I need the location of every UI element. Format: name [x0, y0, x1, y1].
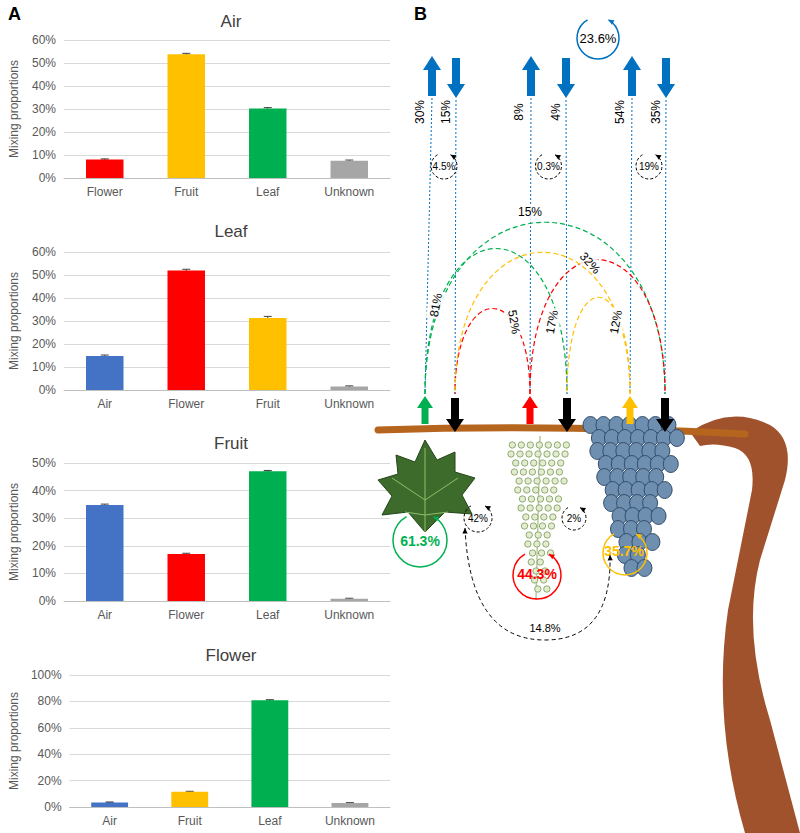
svg-text:54%: 54% [613, 100, 627, 124]
svg-text:10%: 10% [32, 148, 56, 162]
svg-text:35%: 35% [649, 100, 663, 124]
svg-text:8%: 8% [512, 103, 526, 121]
svg-text:50%: 50% [32, 268, 56, 282]
svg-text:20%: 20% [32, 539, 56, 553]
svg-text:15%: 15% [518, 205, 542, 219]
svg-text:Flower: Flower [205, 646, 256, 665]
svg-text:60%: 60% [32, 245, 56, 259]
svg-text:Air: Air [221, 12, 242, 31]
svg-text:23.6%: 23.6% [580, 31, 617, 46]
svg-text:Fruit: Fruit [178, 814, 203, 828]
svg-text:0%: 0% [44, 800, 62, 814]
svg-text:Unknown: Unknown [324, 185, 374, 199]
svg-text:60%: 60% [32, 33, 56, 47]
svg-text:Leaf: Leaf [256, 608, 280, 622]
svg-text:Mixing proportions: Mixing proportions [7, 692, 21, 790]
svg-text:81%: 81% [427, 292, 445, 318]
svg-text:30%: 30% [32, 511, 56, 525]
svg-text:Leaf: Leaf [256, 185, 280, 199]
svg-text:Mixing proportions: Mixing proportions [7, 60, 21, 158]
svg-text:Leaf: Leaf [258, 814, 282, 828]
svg-text:Unknown: Unknown [325, 814, 375, 828]
svg-text:A: A [8, 4, 21, 24]
svg-text:14.8%: 14.8% [529, 622, 560, 634]
svg-text:Mixing proportions: Mixing proportions [7, 272, 21, 370]
svg-text:0%: 0% [39, 171, 57, 185]
svg-text:20%: 20% [32, 125, 56, 139]
svg-text:40%: 40% [38, 747, 62, 761]
svg-text:10%: 10% [32, 360, 56, 374]
svg-text:4%: 4% [549, 103, 563, 121]
svg-text:B: B [414, 4, 427, 24]
svg-text:0%: 0% [39, 383, 57, 397]
svg-text:Flower: Flower [168, 608, 204, 622]
svg-text:30%: 30% [413, 100, 427, 124]
svg-text:Flower: Flower [87, 185, 123, 199]
svg-text:Fruit: Fruit [174, 185, 199, 199]
svg-text:20%: 20% [38, 774, 62, 788]
svg-text:32%: 32% [577, 249, 604, 276]
svg-text:40%: 40% [32, 484, 56, 498]
svg-text:40%: 40% [32, 79, 56, 93]
svg-text:40%: 40% [32, 291, 56, 305]
svg-text:0%: 0% [39, 594, 57, 608]
svg-text:Flower: Flower [168, 397, 204, 411]
svg-text:30%: 30% [32, 102, 56, 116]
svg-text:12%: 12% [607, 309, 625, 335]
svg-text:10%: 10% [32, 566, 56, 580]
svg-text:Unknown: Unknown [324, 397, 374, 411]
svg-text:61.3%: 61.3% [400, 533, 440, 549]
svg-text:35.7%: 35.7% [604, 543, 644, 559]
svg-text:Fruit: Fruit [256, 397, 281, 411]
svg-text:Fruit: Fruit [214, 434, 248, 453]
svg-text:50%: 50% [32, 456, 56, 470]
svg-text:17%: 17% [543, 309, 561, 335]
svg-text:Leaf: Leaf [214, 222, 247, 241]
svg-text:50%: 50% [32, 56, 56, 70]
svg-text:0.3%: 0.3% [537, 161, 560, 172]
svg-text:15%: 15% [439, 100, 453, 124]
svg-text:Air: Air [102, 814, 117, 828]
svg-text:20%: 20% [32, 337, 56, 351]
svg-text:Air: Air [97, 608, 112, 622]
svg-text:Mixing proportions: Mixing proportions [7, 483, 21, 581]
svg-text:80%: 80% [38, 694, 62, 708]
svg-text:52%: 52% [505, 309, 523, 335]
svg-text:30%: 30% [32, 314, 56, 328]
svg-text:44.3%: 44.3% [517, 566, 557, 582]
svg-text:Unknown: Unknown [324, 608, 374, 622]
svg-text:Air: Air [97, 397, 112, 411]
svg-text:4.5%: 4.5% [433, 161, 456, 172]
svg-text:100%: 100% [31, 668, 62, 682]
svg-text:60%: 60% [38, 721, 62, 735]
svg-text:42%: 42% [468, 513, 488, 524]
svg-text:19%: 19% [639, 161, 659, 172]
svg-text:2%: 2% [567, 513, 582, 524]
